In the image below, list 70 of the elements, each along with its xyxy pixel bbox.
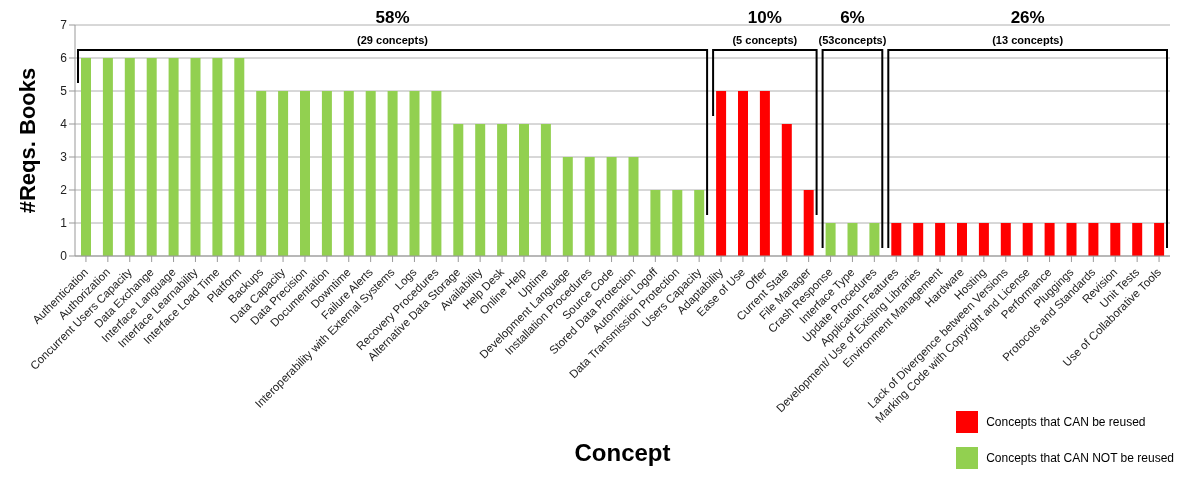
legend-label: Concepts that CAN NOT be reused <box>986 451 1174 465</box>
y-tick-label: 0 <box>60 249 68 264</box>
bar <box>935 223 946 256</box>
bar <box>124 58 135 256</box>
annotation: (13 concepts) <box>992 34 1064 46</box>
bar <box>1000 223 1011 256</box>
bar <box>628 157 639 256</box>
bar <box>694 190 705 256</box>
y-tick-label: 5 <box>60 84 68 99</box>
bar <box>102 58 113 256</box>
bar <box>1088 223 1099 256</box>
bar <box>278 91 289 256</box>
bar <box>81 58 91 256</box>
annotation: 26% <box>1010 8 1045 27</box>
bar <box>672 190 683 256</box>
bar <box>1066 223 1077 256</box>
annotation: 6% <box>840 8 865 27</box>
y-tick-label: 7 <box>60 18 68 33</box>
bar <box>825 223 836 256</box>
bar <box>387 91 398 256</box>
bar <box>146 58 157 256</box>
bar <box>606 157 617 256</box>
bar <box>869 223 880 256</box>
bar <box>190 58 201 256</box>
bar <box>300 91 310 256</box>
bar <box>519 124 529 256</box>
bar <box>738 91 748 256</box>
bar <box>650 190 661 256</box>
bar <box>891 223 902 256</box>
y-tick-label: 1 <box>60 216 68 231</box>
annotation: 10% <box>747 8 782 27</box>
bar <box>1154 223 1165 256</box>
bar <box>321 91 332 256</box>
bar <box>475 124 486 256</box>
bar <box>212 58 223 256</box>
bar <box>497 124 508 256</box>
bar <box>1132 223 1143 256</box>
bar <box>1022 223 1033 256</box>
bar <box>453 124 464 256</box>
bar <box>343 91 354 256</box>
bar <box>957 223 967 256</box>
bar <box>540 124 551 256</box>
annotation: (53concepts) <box>818 34 887 46</box>
bar <box>913 223 924 256</box>
y-tick-label: 3 <box>60 150 68 165</box>
bar <box>584 157 595 256</box>
bar <box>759 91 770 256</box>
bar <box>409 91 420 256</box>
legend-label: Concepts that CAN be reused <box>986 415 1146 429</box>
bar <box>978 223 989 256</box>
y-tick-label: 2 <box>60 183 68 198</box>
bar <box>168 58 179 256</box>
bar <box>431 91 442 256</box>
annotation: (29 concepts) <box>357 34 429 46</box>
bar <box>803 190 814 256</box>
bar <box>847 223 858 256</box>
y-tick-label: 6 <box>60 51 68 66</box>
y-tick-label: 4 <box>60 117 68 132</box>
bar <box>781 124 792 256</box>
bar <box>716 91 727 256</box>
annotation: (5 concepts) <box>732 34 798 46</box>
bar <box>1110 223 1121 256</box>
x-axis-title: Concept <box>574 439 671 466</box>
annotation: 58% <box>375 8 410 27</box>
bar <box>256 91 267 256</box>
bar <box>234 58 245 256</box>
bar <box>562 157 573 256</box>
y-axis-title: #Reqs. Books <box>14 67 40 214</box>
bar <box>1044 223 1055 256</box>
bar <box>365 91 376 256</box>
